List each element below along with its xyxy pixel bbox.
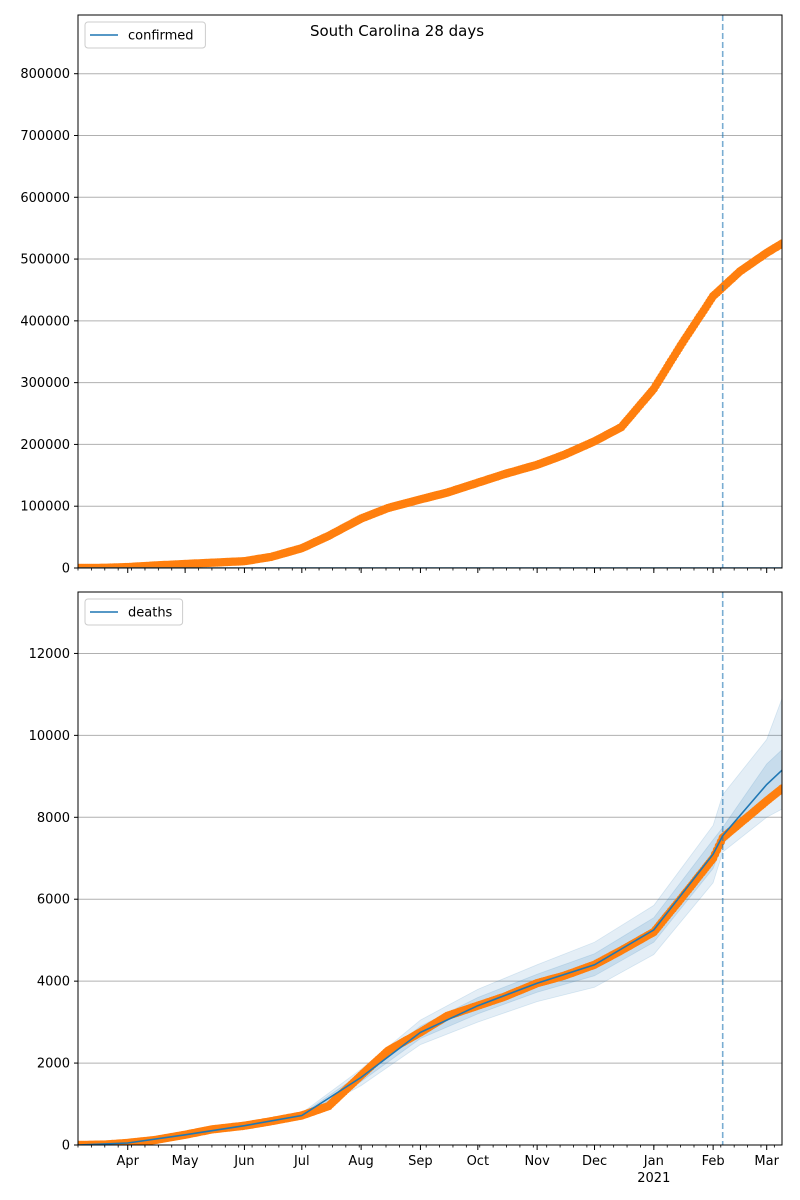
axes-frame bbox=[77, 14, 783, 569]
deaths-panel: 0 2000 4000 6000 8000 10000 12000 Apr May Jun Jul A… bbox=[29, 591, 783, 1186]
x-tick-label: Aug bbox=[348, 1154, 373, 1169]
legend: deaths bbox=[84, 598, 184, 626]
chart-title: South Carolina 28 days bbox=[310, 22, 484, 40]
legend-box bbox=[84, 21, 206, 49]
y-tick-label: 600000 bbox=[20, 191, 70, 206]
y-tick-label: 12000 bbox=[29, 647, 70, 662]
x-tick-label: May bbox=[172, 1154, 199, 1169]
x-tick-label: Jan bbox=[643, 1154, 664, 1169]
y-tick-label: 0 bbox=[62, 1139, 70, 1154]
y-tick-label: 6000 bbox=[37, 893, 70, 908]
confirmed-panel: 0 100000 200000 300000 400000 500000 600000 700… bbox=[20, 14, 783, 577]
x-tick-label: Jun bbox=[233, 1154, 254, 1169]
y-tick-label: 2000 bbox=[37, 1057, 70, 1072]
axes-frame bbox=[77, 591, 783, 1146]
model-line bbox=[78, 769, 782, 1145]
y-tick-label: 0 bbox=[62, 562, 70, 577]
plot-area bbox=[78, 239, 782, 568]
confidence-band-outer bbox=[78, 698, 782, 1145]
x-tick-sublabel: 2021 bbox=[637, 1171, 670, 1186]
y-tick-label: 700000 bbox=[20, 129, 70, 144]
y-tick-label: 200000 bbox=[20, 438, 70, 453]
legend-box bbox=[84, 598, 184, 626]
y-tick-label: 8000 bbox=[37, 811, 70, 826]
x-tick-label: Jul bbox=[293, 1154, 310, 1169]
observed-point bbox=[777, 239, 782, 248]
y-tick-label: 400000 bbox=[20, 314, 70, 329]
y-tick-label: 500000 bbox=[20, 253, 70, 268]
x-tick-label: Feb bbox=[702, 1154, 725, 1169]
x-tick-label: Apr bbox=[116, 1154, 139, 1169]
y-tick-label: 10000 bbox=[29, 729, 70, 744]
x-tick-label: Mar bbox=[754, 1154, 779, 1169]
legend-label: deaths bbox=[128, 606, 173, 621]
x-tick-label: Nov bbox=[524, 1154, 550, 1169]
observed-series bbox=[78, 239, 782, 568]
y-tick-label: 100000 bbox=[20, 500, 70, 515]
y-tick-label: 300000 bbox=[20, 376, 70, 391]
x-tick-label: Dec bbox=[582, 1154, 607, 1169]
y-tick-label: 4000 bbox=[37, 975, 70, 990]
legend-label: confirmed bbox=[128, 29, 194, 44]
x-tick-label: Oct bbox=[467, 1154, 489, 1169]
plot-area bbox=[78, 698, 782, 1145]
y-tick-label: 800000 bbox=[20, 67, 70, 82]
observed-point bbox=[777, 784, 782, 793]
x-tick-label: Sep bbox=[408, 1154, 433, 1169]
legend: confirmed bbox=[84, 21, 206, 49]
